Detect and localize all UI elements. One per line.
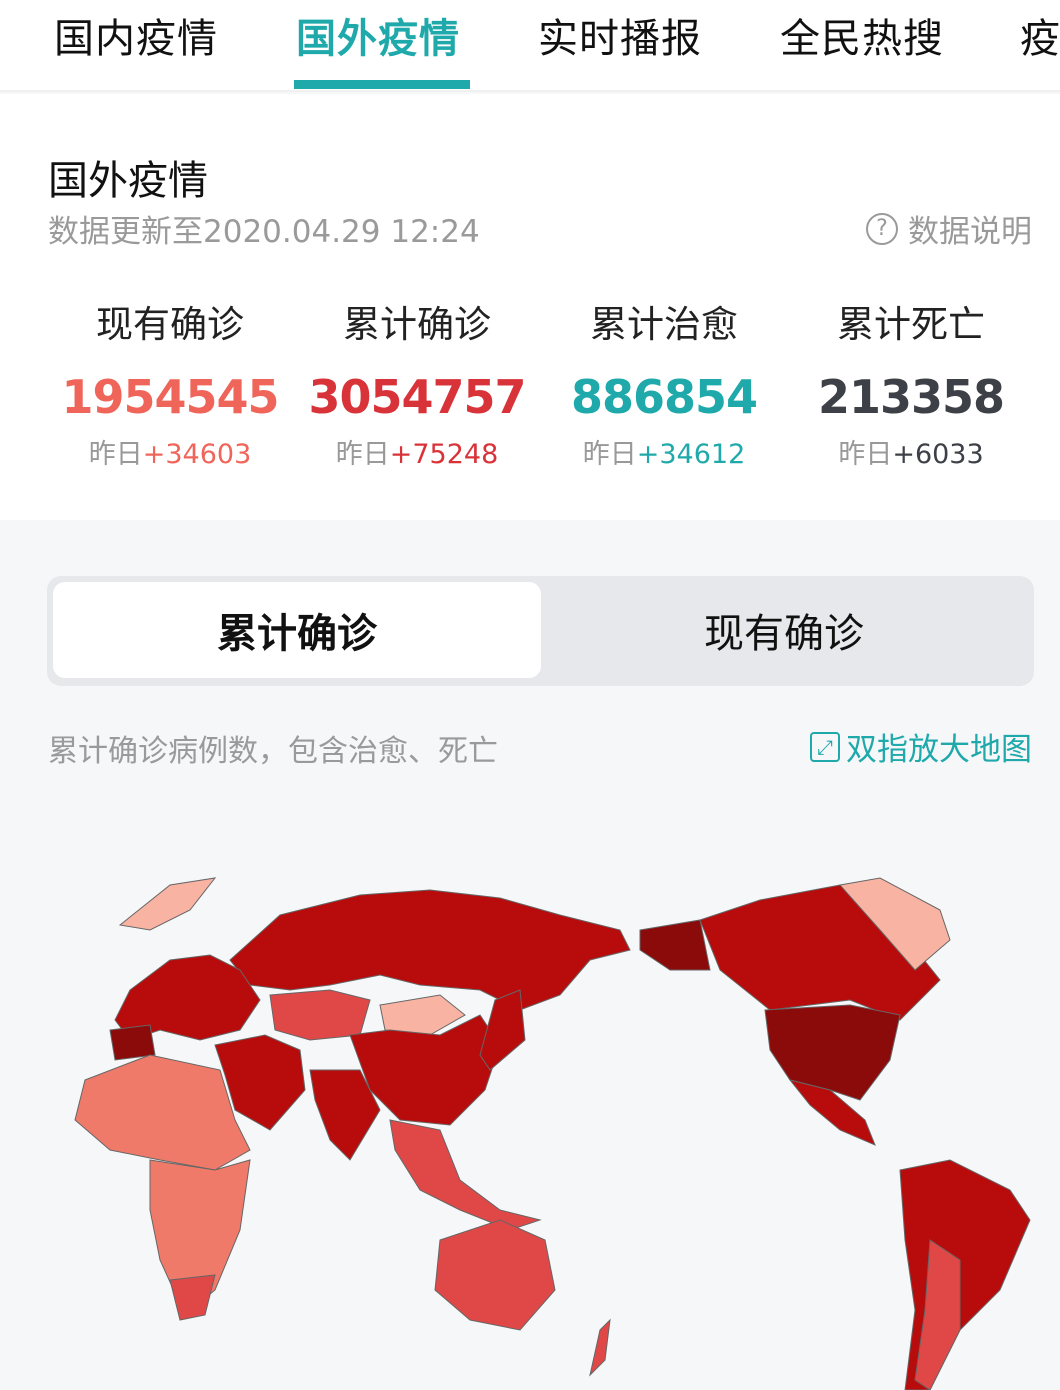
stat-delta: 昨日+34603: [45, 432, 295, 471]
stat-delta: 昨日+75248: [292, 432, 542, 471]
active-tab-indicator: [294, 80, 470, 89]
stat-card: 累计确诊 3054757 昨日+75248: [292, 294, 542, 471]
region-greenland-west: [118, 877, 217, 931]
stat-card: 累计死亡 213358 昨日+6033: [786, 294, 1036, 471]
tab-live[interactable]: 实时播报: [538, 16, 702, 62]
delta-value: +34612: [636, 439, 746, 470]
stat-card: 累计治愈 886854 昨日+34612: [539, 294, 789, 471]
update-time: 数据更新至2020.04.29 12:24: [48, 214, 480, 250]
region-india: [309, 1069, 381, 1161]
stat-delta: 昨日+6033: [786, 432, 1036, 471]
data-explanation-link[interactable]: ? 数据说明: [866, 206, 1032, 251]
region-new-zealand: [589, 1318, 611, 1377]
help-label: 数据说明: [908, 214, 1032, 250]
region-southeast-asia: [389, 1119, 542, 1231]
region-greenland: [839, 877, 951, 971]
stat-value: 213358: [817, 370, 1005, 424]
region-africa-north: [74, 1054, 251, 1171]
map-mode-toggle: 累计确诊 现有确诊: [47, 576, 1034, 686]
region-mongolia: [379, 994, 466, 1036]
region-spain: [109, 1024, 156, 1061]
delta-value: +75248: [389, 439, 499, 470]
delta-prefix: 昨日: [88, 439, 143, 470]
region-australia: [434, 1219, 556, 1331]
stat-delta: 昨日+34612: [539, 432, 789, 471]
region-usa: [764, 1004, 901, 1101]
zoom-map-hint[interactable]: ⤢ 双指放大地图: [810, 724, 1032, 769]
world-map[interactable]: [0, 790, 1060, 1390]
region-middle-east: [214, 1034, 306, 1131]
toggle-cumulative[interactable]: 累计确诊: [53, 582, 541, 678]
expand-icon: ⤢: [810, 731, 840, 762]
stat-value: 3054757: [308, 370, 526, 424]
stat-card: 现有确诊 1954545 昨日+34603: [45, 294, 295, 471]
region-russia: [229, 889, 631, 1011]
tab-overseas[interactable]: 国外疫情: [296, 16, 460, 62]
region-japan: [479, 989, 526, 1071]
delta-prefix: 昨日: [838, 439, 893, 470]
stat-label: 现有确诊: [96, 303, 244, 346]
region-central-asia: [269, 989, 371, 1041]
tab-bar: 国内疫情 国外疫情 实时播报 全民热搜 疫: [0, 0, 1060, 92]
stat-label: 累计确诊: [343, 303, 491, 346]
summary-panel: 国外疫情 数据更新至2020.04.29 12:24 ? 数据说明 现有确诊 1…: [0, 94, 1060, 520]
delta-value: +6033: [892, 439, 984, 470]
delta-prefix: 昨日: [582, 439, 637, 470]
region-argentina: [914, 1239, 961, 1390]
region-south-africa: [169, 1274, 216, 1321]
map-note: 累计确诊病例数，包含治愈、死亡: [48, 734, 498, 769]
section-title: 国外疫情: [48, 158, 208, 204]
stat-label: 累计死亡: [837, 303, 985, 346]
stat-value: 1954545: [61, 370, 279, 424]
delta-value: +34603: [142, 439, 252, 470]
question-circle-icon: ?: [866, 212, 898, 245]
zoom-label: 双指放大地图: [846, 732, 1032, 768]
delta-prefix: 昨日: [335, 439, 390, 470]
toggle-current[interactable]: 现有确诊: [704, 611, 864, 657]
stat-value: 886854: [570, 370, 758, 424]
region-mexico: [788, 1079, 876, 1146]
tab-more[interactable]: 疫: [1020, 16, 1060, 62]
stat-label: 累计治愈: [590, 303, 738, 346]
region-alaska: [639, 919, 711, 971]
tab-domestic[interactable]: 国内疫情: [54, 16, 218, 62]
region-africa-south: [149, 1159, 251, 1316]
tab-hot-search[interactable]: 全民热搜: [780, 16, 944, 62]
